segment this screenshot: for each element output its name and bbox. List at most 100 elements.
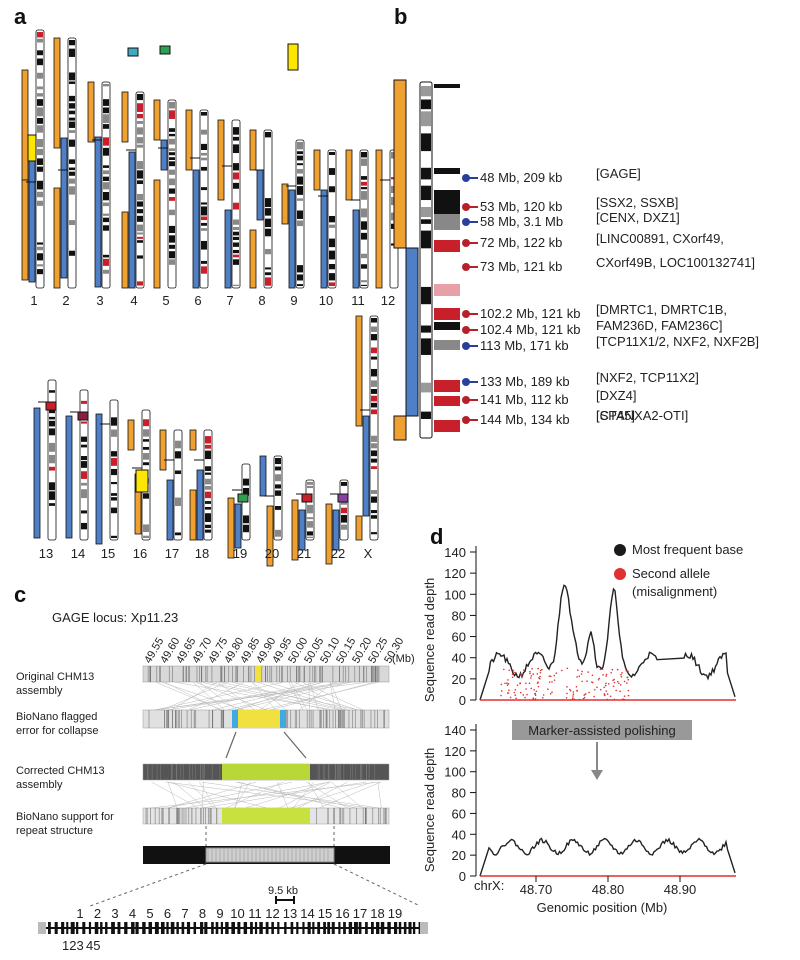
ideogram-band xyxy=(329,250,335,260)
second-allele-point xyxy=(623,680,626,683)
gene-exon xyxy=(376,922,380,934)
ideogram-band xyxy=(103,84,109,87)
ideogram-band xyxy=(341,507,347,514)
ideogram-band xyxy=(137,236,143,239)
haplotype-block-orange xyxy=(249,129,257,171)
second-allele-point xyxy=(530,675,533,677)
gene-exon xyxy=(193,922,197,934)
ideogram-band xyxy=(137,121,143,124)
ideogram-band xyxy=(205,450,211,460)
second-allele-point xyxy=(507,683,510,685)
ideogram-band xyxy=(37,86,43,90)
ideogram-band xyxy=(137,161,143,170)
alignment-line xyxy=(161,681,228,711)
second-allele-point xyxy=(605,673,608,676)
chromosome-label: 7 xyxy=(226,293,233,308)
ideogram-band xyxy=(265,198,271,207)
ideogram-band xyxy=(297,220,303,227)
ideogram-band xyxy=(37,72,43,79)
ideogram-band xyxy=(175,532,181,536)
alignment-line xyxy=(331,781,363,809)
second-allele-point xyxy=(609,695,612,698)
ideogram-band xyxy=(307,536,313,538)
panel-label-a: a xyxy=(14,4,27,29)
second-allele-point xyxy=(526,693,528,696)
ideogram-band xyxy=(329,224,335,228)
second-allele-point xyxy=(596,686,598,689)
second-allele-point xyxy=(626,682,628,684)
ideogram-band xyxy=(103,147,109,156)
second-allele-point xyxy=(580,673,583,675)
polishing-arrowhead xyxy=(591,770,603,780)
ideogram-band xyxy=(233,202,239,210)
ideogram-band xyxy=(201,222,207,226)
ideogram-band xyxy=(297,151,303,155)
alignment-line xyxy=(306,781,348,809)
ideogram-band xyxy=(37,253,43,261)
ideogram-band xyxy=(205,466,211,471)
haplotype-block-orange xyxy=(345,149,353,201)
second-allele-point xyxy=(588,691,590,694)
chromosome-label: 9 xyxy=(290,293,297,308)
legend-secondary-sub: (misalignment) xyxy=(632,584,717,599)
ideogram-band xyxy=(297,186,303,195)
haplotype-block-blue xyxy=(405,247,419,417)
ideogram-band xyxy=(233,242,239,247)
second-allele-point xyxy=(620,676,623,678)
ideogram-band xyxy=(103,213,109,216)
ideogram-band xyxy=(37,107,43,117)
ideogram-band xyxy=(421,99,431,110)
ideogram-band xyxy=(81,456,87,461)
second-allele-point xyxy=(541,668,543,671)
second-allele-point xyxy=(513,671,516,674)
alignment-line xyxy=(377,781,382,809)
ideogram-band xyxy=(233,127,239,135)
ideogram-band xyxy=(205,491,211,499)
zoom-line-right xyxy=(333,863,421,907)
haplotype-block-blue xyxy=(192,169,200,289)
ideogram-band xyxy=(421,86,431,97)
haplotype-block-blue xyxy=(60,137,68,279)
gene-exon xyxy=(204,922,208,934)
ideogram-band xyxy=(371,532,377,535)
alignment-line xyxy=(170,681,218,711)
ideogram-band xyxy=(205,472,211,475)
panel-b-x-chromosome: 48 Mb, 209 kb [GAGE] 53 Mb, 120 kb [SSX2, S… xyxy=(393,79,759,441)
ideogram-band xyxy=(329,152,335,155)
haplotype-block-blue xyxy=(259,455,267,497)
repeat-block xyxy=(434,380,460,392)
repeat-number-label: 10 xyxy=(230,906,244,921)
gene-cap xyxy=(38,922,46,934)
alignment-line xyxy=(277,781,289,809)
alignment-line xyxy=(173,781,206,809)
second-allele-point xyxy=(530,687,532,690)
ideogram-band xyxy=(361,264,367,269)
track3-label-line1: Corrected CHM13 xyxy=(16,765,105,777)
second-allele-point xyxy=(532,697,535,699)
ideogram-band xyxy=(69,178,75,184)
ideogram-band xyxy=(103,114,109,123)
gene-exon xyxy=(237,922,241,934)
alignment-line xyxy=(217,681,255,711)
gene-exon xyxy=(277,922,280,934)
gene-exon xyxy=(323,922,326,934)
gene-exon xyxy=(365,922,368,934)
second-allele-point xyxy=(513,691,516,694)
second-allele-point xyxy=(584,693,587,695)
chromosome-label: 22 xyxy=(331,546,345,561)
alignment-line xyxy=(290,681,308,711)
alignment-line xyxy=(319,781,382,809)
locus-label: 73 Mb, 121 kb xyxy=(480,259,562,274)
second-allele-point xyxy=(514,688,517,691)
alignment-line xyxy=(201,781,367,809)
haplotype-block-orange xyxy=(393,415,407,441)
gene-exon xyxy=(271,922,274,934)
ideogram-band xyxy=(371,515,377,519)
haplotype-block-orange xyxy=(189,489,197,541)
ideogram-band xyxy=(111,458,117,466)
ideogram-band xyxy=(169,235,175,243)
second-allele-point xyxy=(503,668,505,671)
ideogram-band xyxy=(361,232,367,240)
second-allele-point xyxy=(604,684,607,687)
second-allele-point xyxy=(581,680,583,683)
